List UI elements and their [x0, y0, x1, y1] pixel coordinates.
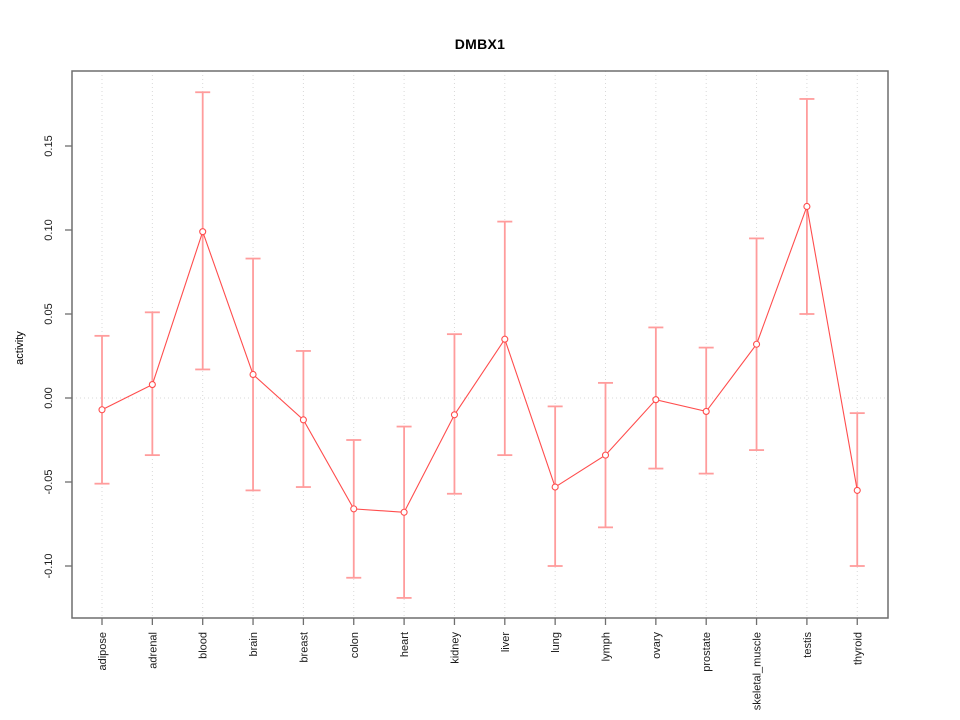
chart-title: DMBX1 — [454, 36, 506, 52]
data-point — [551, 483, 559, 491]
data-point — [400, 508, 408, 516]
data-point — [148, 381, 156, 389]
data-point — [450, 411, 459, 419]
x-tick-label: brain — [248, 632, 260, 656]
x-tick-label: testis — [802, 632, 814, 658]
data-point — [803, 202, 811, 211]
x-tick-label: liver — [500, 632, 512, 653]
y-tick-label: 0.10 — [43, 219, 55, 240]
data-point — [752, 340, 761, 348]
data-point — [652, 396, 660, 404]
x-tick-label: blood — [198, 632, 210, 659]
x-tick-label: adipose — [97, 632, 109, 671]
x-tick-label: colon — [349, 632, 361, 658]
x-tick-label: lung — [550, 632, 562, 653]
data-point — [501, 335, 509, 343]
y-tick-label: 0.00 — [43, 387, 55, 408]
plot-border — [71, 70, 889, 619]
x-tick-label: kidney — [449, 632, 461, 664]
x-tick-label: prostate — [701, 632, 713, 672]
data-point — [853, 486, 861, 494]
data-point — [350, 505, 358, 513]
data-line — [101, 204, 858, 513]
x-tick-label: skeletal_muscle — [752, 632, 764, 710]
data-point — [601, 451, 610, 459]
y-tick-label: 0.05 — [43, 303, 55, 324]
y-tick-label: -0.05 — [43, 469, 55, 494]
x-tick-label: breast — [298, 632, 310, 663]
y-tick-label: -0.10 — [43, 553, 55, 578]
x-tick-label: heart — [399, 632, 411, 657]
x-tick-label: adrenal — [147, 632, 159, 669]
x-tick-label: ovary — [651, 632, 663, 659]
data-point — [199, 228, 207, 236]
data-point — [98, 406, 106, 414]
data-point — [249, 370, 257, 379]
y-tick-label: 0.15 — [43, 135, 55, 156]
data-point — [299, 416, 307, 424]
x-tick-label: thyroid — [852, 632, 864, 665]
x-tick-label: lymph — [601, 632, 613, 661]
data-point — [702, 407, 710, 415]
